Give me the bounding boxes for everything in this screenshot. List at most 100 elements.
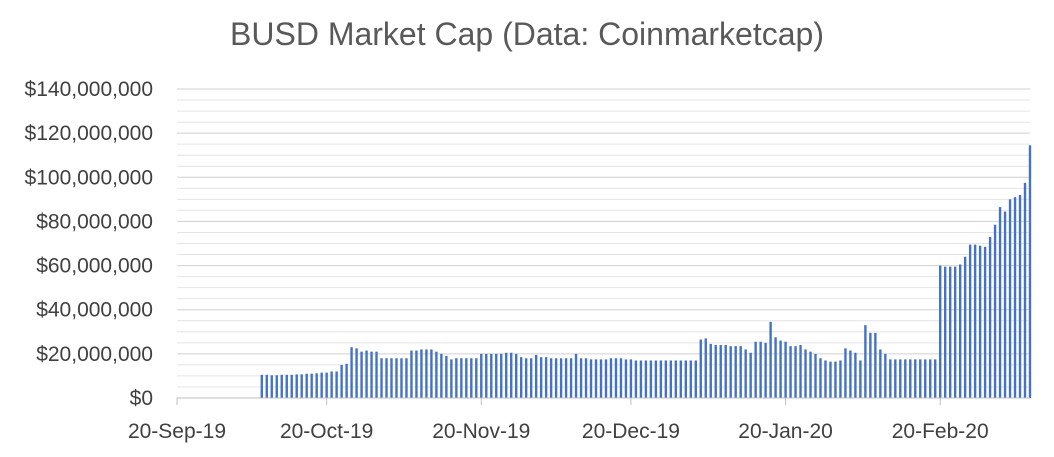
bar bbox=[649, 360, 653, 398]
bar bbox=[475, 358, 478, 398]
bar bbox=[415, 350, 418, 398]
bar bbox=[285, 374, 288, 398]
bar bbox=[794, 346, 797, 398]
bar bbox=[574, 353, 578, 398]
bar bbox=[789, 346, 792, 398]
bar bbox=[749, 352, 752, 398]
bar bbox=[604, 359, 608, 399]
bar bbox=[988, 236, 992, 398]
bar bbox=[505, 352, 508, 398]
bar bbox=[445, 356, 448, 398]
bar bbox=[978, 245, 982, 398]
bar bbox=[265, 374, 268, 398]
bar bbox=[559, 358, 563, 398]
bar bbox=[634, 360, 638, 398]
bar bbox=[450, 359, 453, 399]
bar bbox=[355, 348, 358, 398]
x-tick-label: 20-Dec-19 bbox=[582, 420, 680, 443]
bar bbox=[360, 351, 363, 398]
bar bbox=[894, 359, 897, 399]
y-tick-label: $140,000,000 bbox=[25, 78, 153, 101]
bar bbox=[515, 353, 518, 398]
bar bbox=[669, 360, 673, 398]
bar bbox=[599, 359, 603, 399]
bar bbox=[569, 358, 573, 398]
bar bbox=[1003, 211, 1007, 398]
bar bbox=[929, 359, 932, 399]
bar bbox=[619, 358, 623, 398]
y-axis-tick-labels: $0 $20,000,000 $40,000,000 $60,000,000 $80,0… bbox=[25, 78, 153, 410]
bar bbox=[934, 359, 937, 399]
bar bbox=[430, 349, 433, 398]
bar bbox=[365, 350, 368, 398]
bar bbox=[694, 360, 697, 398]
bar bbox=[983, 246, 987, 398]
bar bbox=[495, 353, 498, 398]
bar bbox=[819, 358, 822, 398]
bar bbox=[914, 359, 917, 399]
bar bbox=[973, 244, 977, 398]
bar bbox=[909, 359, 912, 399]
bar bbox=[350, 347, 353, 398]
bar bbox=[899, 359, 902, 399]
bar bbox=[290, 374, 293, 398]
bar bbox=[689, 360, 692, 398]
x-tick-label: 20-Sep-19 bbox=[128, 420, 226, 443]
bar bbox=[534, 354, 538, 398]
bar bbox=[659, 360, 663, 398]
bar bbox=[485, 353, 488, 398]
x-tick-label: 20-Jan-20 bbox=[738, 420, 833, 443]
bar bbox=[884, 353, 887, 398]
bar bbox=[614, 358, 618, 398]
bar bbox=[455, 358, 458, 398]
bar bbox=[864, 325, 867, 398]
bar bbox=[400, 358, 403, 398]
bar bbox=[1023, 182, 1027, 398]
bar bbox=[874, 332, 877, 398]
bar bbox=[370, 351, 373, 398]
x-tick-label: 20-Oct-19 bbox=[280, 420, 373, 443]
bar bbox=[524, 358, 528, 398]
bar bbox=[699, 339, 702, 398]
bar bbox=[549, 358, 553, 398]
bar bbox=[295, 374, 298, 398]
bar bbox=[425, 349, 428, 398]
bar-series bbox=[260, 145, 1032, 399]
bar bbox=[924, 359, 927, 399]
bar bbox=[594, 359, 598, 399]
bar bbox=[624, 359, 628, 399]
bar bbox=[529, 358, 533, 398]
bar bbox=[674, 360, 678, 398]
bar bbox=[759, 341, 762, 398]
bar bbox=[889, 359, 892, 399]
bar bbox=[345, 363, 348, 398]
bar bbox=[410, 350, 413, 398]
bar bbox=[809, 351, 812, 398]
bar bbox=[679, 360, 683, 398]
bar bbox=[420, 349, 423, 398]
bar bbox=[280, 374, 283, 398]
bar bbox=[839, 360, 842, 398]
bar bbox=[754, 341, 757, 398]
bar bbox=[539, 357, 543, 398]
bar bbox=[375, 351, 378, 398]
bar bbox=[879, 349, 882, 398]
bar bbox=[554, 358, 558, 398]
bar bbox=[953, 266, 957, 398]
bar bbox=[480, 353, 483, 398]
bar bbox=[993, 224, 997, 398]
bar bbox=[315, 373, 318, 398]
x-axis bbox=[176, 397, 1030, 405]
bar bbox=[729, 346, 732, 398]
bar bbox=[939, 265, 942, 398]
bar bbox=[520, 357, 523, 398]
bar bbox=[300, 374, 303, 398]
bar bbox=[744, 349, 747, 398]
bar bbox=[824, 360, 827, 398]
bar bbox=[774, 337, 777, 398]
bar bbox=[579, 358, 583, 398]
bar bbox=[405, 358, 408, 398]
bar bbox=[859, 360, 862, 398]
y-tick-label: $60,000,000 bbox=[36, 255, 153, 278]
bar bbox=[724, 345, 727, 398]
